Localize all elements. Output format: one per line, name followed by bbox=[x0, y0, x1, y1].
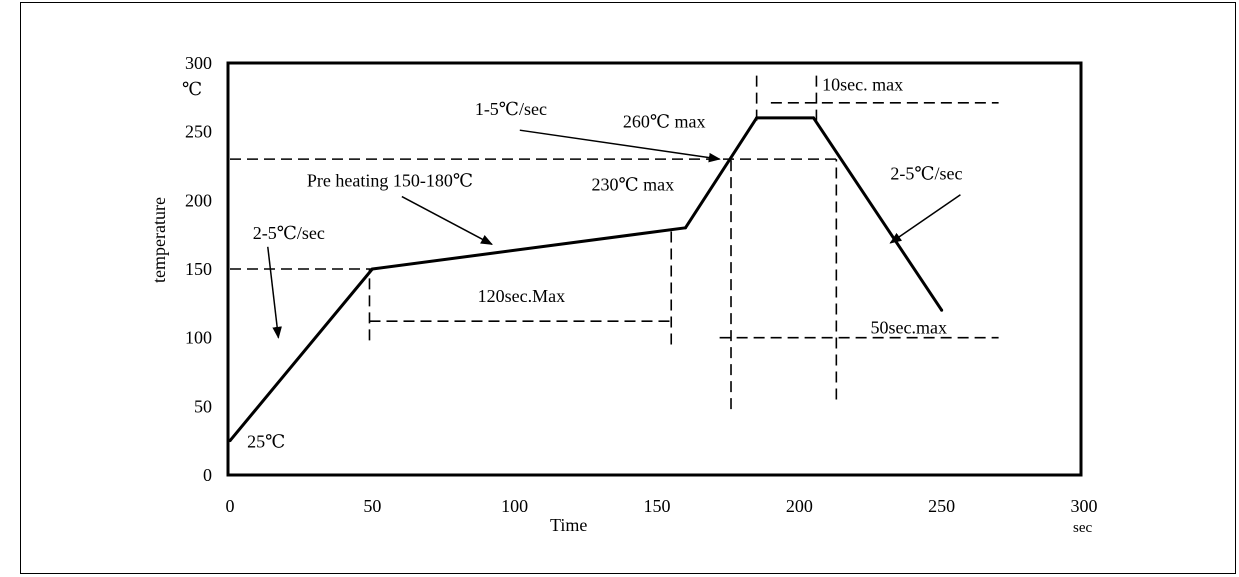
y-tick-label: 50 bbox=[194, 396, 212, 416]
annotation-label: 1-5℃/sec bbox=[475, 99, 547, 119]
annotation-arrow bbox=[401, 195, 493, 245]
profile-line bbox=[228, 116, 943, 442]
y-tick-label: 200 bbox=[185, 190, 212, 210]
annotation-label: 10sec. max bbox=[822, 74, 903, 94]
profile-curve-group bbox=[228, 116, 944, 443]
profile-point bbox=[812, 116, 816, 120]
x-tick-label: 50 bbox=[363, 496, 381, 516]
annotations: 2-5℃/sec Pre heating 150-180℃ 120sec.Max 1-… bbox=[247, 74, 962, 451]
y-tick-label: 150 bbox=[185, 259, 212, 279]
reference-lines bbox=[230, 73, 999, 410]
annotation-arrow bbox=[519, 129, 721, 163]
x-tick-labels: 0 50 100 150 200 250 300 bbox=[226, 496, 1098, 516]
x-tick-label: 0 bbox=[226, 496, 235, 516]
annotation-label: 260℃ max bbox=[623, 112, 706, 132]
y-tick-label: 250 bbox=[185, 122, 212, 142]
profile-point bbox=[370, 267, 374, 271]
x-tick-label: 150 bbox=[644, 496, 671, 516]
profile-point bbox=[683, 226, 687, 230]
profile-point bbox=[755, 116, 759, 120]
figure-frame bbox=[20, 2, 1236, 574]
y-tick-label: 300 bbox=[185, 53, 212, 73]
annotation-label: 2-5℃/sec bbox=[890, 164, 962, 184]
x-tick-label: 200 bbox=[786, 496, 813, 516]
annotation-label: 120sec.Max bbox=[478, 286, 565, 306]
x-axis-unit: sec bbox=[1073, 520, 1092, 536]
profile-point bbox=[940, 308, 944, 312]
annotation-label: 230℃ max bbox=[592, 175, 675, 195]
plot-area-border bbox=[226, 61, 1083, 477]
annotation-arrow bbox=[889, 194, 961, 244]
x-tick-label: 300 bbox=[1071, 496, 1098, 516]
x-axis-label: Time bbox=[550, 515, 587, 535]
y-tick-label: 0 bbox=[203, 465, 212, 485]
annotation-label: Pre heating 150-180℃ bbox=[307, 171, 473, 191]
x-tick-label: 100 bbox=[501, 496, 528, 516]
profile-point bbox=[228, 439, 232, 443]
x-tick-label: 250 bbox=[928, 496, 955, 516]
annotation-label: 2-5℃/sec bbox=[253, 223, 325, 243]
annotation-label: 25℃ bbox=[247, 432, 285, 452]
annotation-label: 50sec.max bbox=[871, 318, 947, 338]
y-tick-labels: 0 50 100 150 200 250 300 bbox=[185, 53, 212, 485]
y-axis-label: temperature bbox=[149, 197, 169, 283]
annotation-arrow bbox=[267, 246, 282, 339]
y-tick-label: 100 bbox=[185, 328, 212, 348]
y-axis-unit: ℃ bbox=[182, 79, 202, 99]
